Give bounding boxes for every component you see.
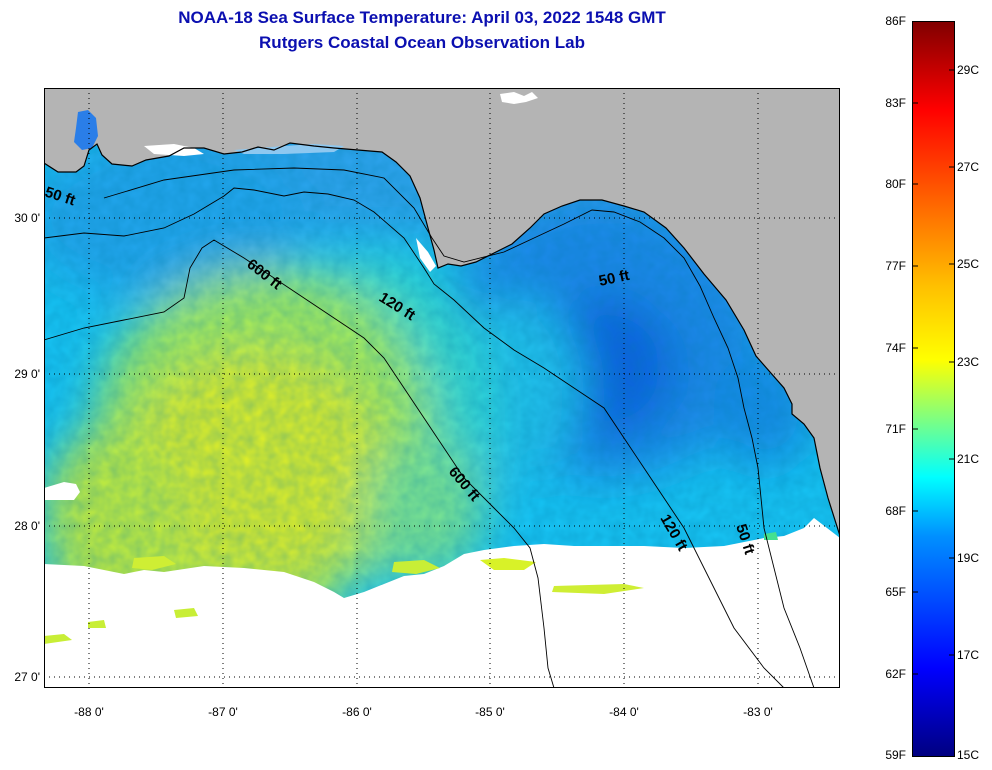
cbar-c-label: 17C: [957, 648, 980, 662]
lat-label-27: 27 0': [14, 670, 40, 684]
lat-label-30: 30 0': [14, 211, 40, 225]
lon-label-83: -83 0': [743, 705, 773, 719]
map-frame: [44, 88, 840, 688]
cbar-c-label: 23C: [957, 355, 980, 369]
cbar-c-label: 21C: [957, 452, 980, 466]
lon-label-85: -85 0': [475, 705, 505, 719]
cbar-f-label: 83F: [885, 96, 906, 110]
cbar-f-label: 80F: [885, 177, 906, 191]
cbar-c-label: 25C: [957, 257, 980, 271]
colorbar: [912, 21, 955, 757]
cbar-f-label: 65F: [885, 585, 906, 599]
lat-label-28: 28 0': [14, 519, 40, 533]
lat-label-29: 29 0': [14, 367, 40, 381]
colorbar-ticks: [912, 69, 955, 675]
chart-title: NOAA-18 Sea Surface Temperature: April 0…: [178, 8, 666, 27]
cbar-f-label: 71F: [885, 422, 906, 436]
cbar-f-label: 77F: [885, 259, 906, 273]
cbar-f-label: 74F: [885, 341, 906, 355]
cbar-f-label: 62F: [885, 667, 906, 681]
contour-label-50ft-east: 50 ft: [597, 267, 631, 290]
cbar-f-label: 59F: [885, 748, 906, 762]
colorbar-gradient: [912, 21, 955, 757]
cbar-f-label: 86F: [885, 14, 906, 28]
lon-label-88: -88 0': [74, 705, 104, 719]
cloud-mask: [44, 482, 840, 688]
cbar-c-label: 27C: [957, 160, 980, 174]
lon-label-87: -87 0': [208, 705, 238, 719]
graticule: [44, 88, 840, 688]
cbar-c-label: 15C: [957, 748, 980, 762]
cbar-c-label: 19C: [957, 551, 980, 565]
sst-map: 50 ft 50 ft 50 ft 120 ft 120 ft 600 ft 6…: [44, 88, 840, 688]
lon-label-84: -84 0': [609, 705, 639, 719]
chart-subtitle: Rutgers Coastal Ocean Observation Lab: [259, 33, 585, 52]
cbar-c-label: 29C: [957, 63, 980, 77]
coastal-features: [74, 92, 538, 272]
cbar-f-label: 68F: [885, 504, 906, 518]
coastline: [44, 142, 840, 537]
lon-label-86: -86 0': [342, 705, 372, 719]
bathymetry-contours: [44, 167, 815, 688]
